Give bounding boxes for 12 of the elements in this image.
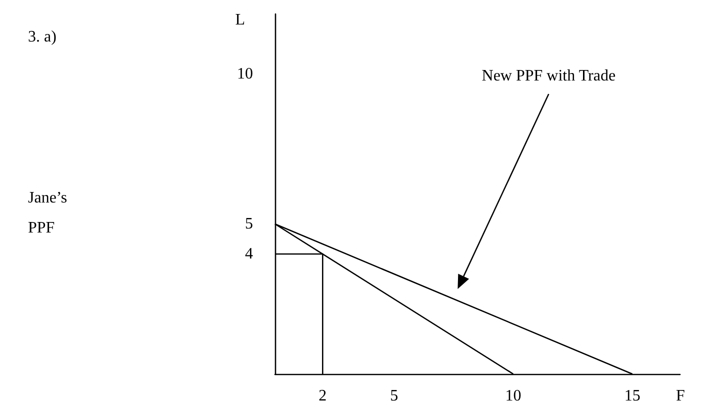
x-axis-title: F	[676, 388, 685, 404]
y-tick-label: 4	[245, 246, 253, 262]
y-tick-label: 10	[237, 66, 253, 82]
x-tick-label: 2	[318, 388, 327, 404]
text: New PPF with Trade	[482, 68, 616, 84]
x-tick-label: 10	[505, 388, 522, 404]
text: 3. a)	[28, 28, 56, 46]
y-axis-title: L	[235, 12, 245, 28]
text: Jane’s PPF	[28, 190, 68, 236]
y-tick-label: 5	[245, 216, 253, 232]
x-tick-label: 15	[624, 388, 640, 404]
x-tick-label: 5	[390, 388, 398, 404]
